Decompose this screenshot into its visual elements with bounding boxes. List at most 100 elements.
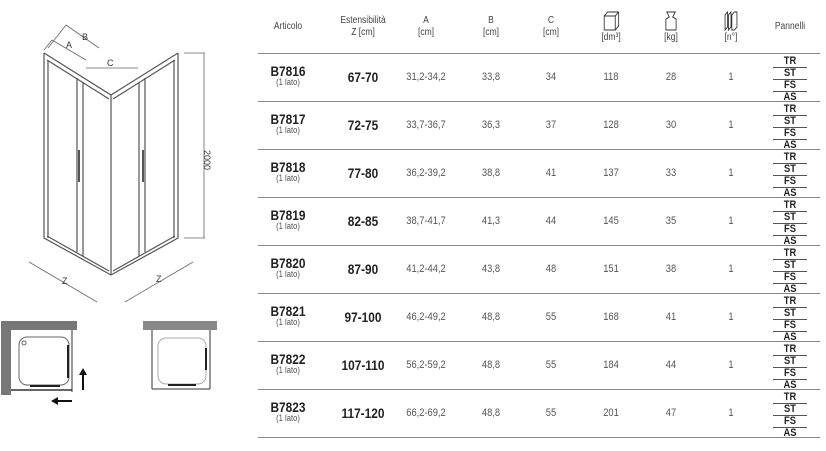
article-code: B7822: [270, 351, 306, 367]
count-cell: 1: [728, 407, 734, 419]
pannelli-option-tr: TR: [773, 248, 807, 260]
header-estensibilita: Estensibilità Z [cm]: [333, 0, 393, 53]
b-cell: 36,3: [481, 119, 501, 131]
a-cell: 38,7-41,7: [406, 215, 446, 227]
arrow-left-icon: [51, 397, 72, 405]
pannelli-list: TR ST FS AS: [770, 152, 810, 199]
table-row: B7823 (1 lato) 117-120 66,2-69,2 48,8 55 201 47…: [258, 389, 820, 439]
box-volume-icon: [603, 11, 620, 30]
volume-cell: 184: [603, 359, 619, 371]
a-cell: 46,2-49,2: [406, 311, 446, 323]
header-articolo: Articolo: [273, 20, 303, 32]
estensibilita-cell: 97-100: [344, 309, 382, 325]
pannelli-option-fs: FS: [773, 224, 807, 236]
table-row: B7820 (1 lato) 87-90 41,2-44,2 43,8 48 151 38 1 T…: [258, 245, 820, 295]
article-note: (1 lato): [276, 77, 300, 87]
c-cell: 34: [545, 71, 557, 83]
c-cell: 55: [545, 407, 557, 419]
weight-cell: 47: [665, 407, 677, 419]
pannelli-list: TR ST FS AS: [770, 296, 810, 343]
pannelli-option-tr: TR: [773, 200, 807, 212]
dimension-label-b: B: [82, 32, 88, 42]
dimension-label-c: C: [107, 58, 114, 68]
pannelli-option-tr: TR: [773, 104, 807, 116]
article-note: (1 lato): [276, 317, 300, 327]
a-cell: 66,2-69,2: [406, 407, 446, 419]
articolo-cell: B7820 (1 lato): [263, 245, 314, 293]
article-code: B7819: [270, 207, 306, 223]
pannelli-option-tr: TR: [773, 152, 807, 164]
weight-cell: 38: [665, 263, 677, 275]
c-cell: 37: [545, 119, 557, 131]
pannelli-option-as: AS: [783, 283, 797, 295]
table-row: B7819 (1 lato) 82-85 38,7-41,7 41,3 44 145 35 1 T…: [258, 197, 820, 247]
b-cell: 48,8: [481, 311, 501, 323]
article-note: (1 lato): [276, 365, 300, 375]
estensibilita-cell: 77-80: [347, 165, 379, 181]
pannelli-option-tr: TR: [773, 392, 807, 404]
pannelli-option-tr: TR: [773, 296, 807, 308]
volume-cell: 201: [603, 407, 619, 419]
articolo-cell: B7823 (1 lato): [263, 389, 314, 437]
dimension-label-height: 2000: [202, 150, 212, 170]
pannelli-option-st: ST: [773, 68, 807, 80]
volume-cell: 168: [603, 311, 619, 323]
volume-cell: 151: [603, 263, 619, 275]
article-note: (1 lato): [276, 221, 300, 231]
article-code: B7816: [270, 63, 306, 79]
header-volume-unit: [dm³]: [601, 31, 621, 43]
c-cell: 48: [545, 263, 557, 275]
pannelli-option-as: AS: [783, 139, 797, 151]
weight-cell: 35: [665, 215, 677, 227]
article-note: (1 lato): [276, 173, 300, 183]
weight-cell: 44: [665, 359, 677, 371]
volume-cell: 145: [603, 215, 619, 227]
c-cell: 55: [545, 359, 557, 371]
count-cell: 1: [728, 119, 734, 131]
pannelli-list: TR ST FS AS: [770, 104, 810, 151]
pannelli-list: TR ST FS AS: [770, 56, 810, 103]
count-cell: 1: [728, 311, 734, 323]
articolo-cell: B7819 (1 lato): [263, 197, 314, 245]
header-estensibilita-unit: Z [cm]: [351, 26, 375, 38]
pannelli-list: TR ST FS AS: [770, 200, 810, 247]
pannelli-option-fs: FS: [773, 272, 807, 284]
pannelli-list: TR ST FS AS: [770, 248, 810, 295]
articolo-cell: B7817 (1 lato): [263, 101, 314, 149]
header-b: B [cm]: [474, 0, 508, 53]
b-cell: 41,3: [481, 215, 501, 227]
pannelli-option-st: ST: [773, 404, 807, 416]
table-row: B7818 (1 lato) 77-80 36,2-39,2 38,8 41 137 33 1 T…: [258, 149, 820, 199]
volume-cell: 128: [603, 119, 619, 131]
header-b-unit: [cm]: [482, 26, 500, 38]
pannelli-option-st: ST: [773, 308, 807, 320]
article-code: B7823: [270, 399, 306, 415]
estensibilita-cell: 117-120: [341, 405, 385, 421]
estensibilita-cell: 67-70: [347, 69, 379, 85]
table-row: B7821 (1 lato) 97-100 46,2-49,2 48,8 55 168 41 1…: [258, 293, 820, 343]
pannelli-option-fs: FS: [773, 80, 807, 92]
article-code: B7821: [270, 303, 306, 319]
panels-icon: [724, 10, 738, 31]
floor-plan-right: [143, 321, 217, 390]
header-count: [n°]: [714, 0, 748, 53]
c-cell: 44: [545, 215, 557, 227]
pannelli-option-fs: FS: [773, 320, 807, 332]
weight-cell: 41: [665, 311, 677, 323]
header-count-unit: [n°]: [724, 31, 738, 43]
pannelli-option-fs: FS: [773, 176, 807, 188]
count-cell: 1: [728, 71, 734, 83]
pannelli-option-fs: FS: [773, 416, 807, 428]
weight-cell: 28: [665, 71, 677, 83]
pannelli-option-as: AS: [783, 379, 797, 391]
pannelli-list: TR ST FS AS: [770, 344, 810, 391]
c-cell: 41: [545, 167, 557, 179]
weight-cell: 33: [665, 167, 677, 179]
b-cell: 38,8: [481, 167, 501, 179]
header-weight: [kg]: [654, 0, 688, 53]
arrow-up-icon: [79, 368, 87, 390]
article-note: (1 lato): [276, 125, 300, 135]
count-cell: 1: [728, 263, 734, 275]
a-cell: 41,2-44,2: [406, 263, 446, 275]
header-pannelli: Pannelli: [774, 20, 806, 32]
